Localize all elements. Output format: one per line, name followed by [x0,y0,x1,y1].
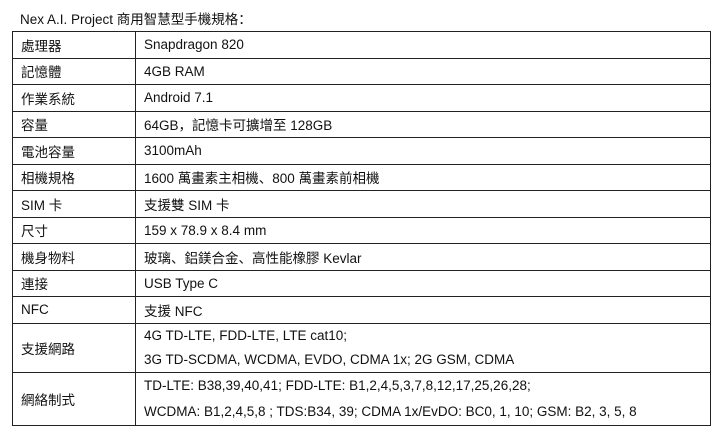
spec-label: 電池容量 [12,137,136,165]
spec-label: SIM 卡 [12,190,136,218]
spec-label: 記憶體 [12,57,136,85]
spec-label: 尺寸 [12,216,136,244]
spec-value: TD-LTE: B38,39,40,41; FDD-LTE: B1,2,4,5,… [135,371,711,426]
spec-value-line: 64GB，記憶卡可擴增至 128GB [144,118,333,134]
spec-row: 作業系統 Android 7.1 [12,84,711,112]
spec-row: 機身物料 玻璃、鋁鎂合金、高性能橡膠 Kevlar [12,243,711,271]
spec-value-line: Snapdragon 820 [144,37,244,53]
spec-value: 支援 NFC [135,296,711,324]
spec-row: 連接 USB Type C [12,269,711,297]
spec-value: Android 7.1 [135,84,711,112]
spec-label: 支援網路 [12,322,136,373]
spec-value: 64GB，記憶卡可擴增至 128GB [135,110,711,138]
spec-label: 作業系統 [12,84,136,112]
spec-table: 處理器 Snapdragon 820 記憶體 4GB RAM 作業系統 Android 7… [12,31,711,426]
spec-value-line: 1600 萬畫素主相機、800 萬畫素前相機 [144,171,380,187]
spec-value-line: Android 7.1 [144,90,214,106]
spec-value: 玻璃、鋁鎂合金、高性能橡膠 Kevlar [135,243,711,271]
spec-value: 4G TD-LTE, FDD-LTE, LTE cat10; 3G TD-SCDM… [135,322,711,373]
spec-label: 容量 [12,110,136,138]
spec-label: 連接 [12,269,136,297]
spec-value-line: 支援雙 SIM 卡 [144,197,230,213]
spec-row: 尺寸 159 x 78.9 x 8.4 mm [12,216,711,244]
spec-label: 機身物料 [12,243,136,271]
spec-value-line: 玻璃、鋁鎂合金、高性能橡膠 Kevlar [144,250,362,266]
spec-row: SIM 卡支援雙 SIM 卡 [12,190,711,218]
spec-value-line: 4GB RAM [144,63,205,79]
spec-row: 支援網路 4G TD-LTE, FDD-LTE, LTE cat10; 3G TD-… [12,322,711,373]
spec-value: 1600 萬畫素主相機、800 萬畫素前相機 [135,163,711,191]
spec-value: USB Type C [135,269,711,297]
spec-label: 處理器 [12,31,136,59]
spec-value: 3100mAh [135,137,711,165]
document-title: Nex A.I. Project 商用智慧型手機規格： [20,12,252,27]
spec-value-line: TD-LTE: B38,39,40,41; FDD-LTE: B1,2,4,5,… [144,377,531,393]
spec-row: 處理器 Snapdragon 820 [12,31,711,59]
spec-row: 相機規格 1600 萬畫素主相機、800 萬畫素前相機 [12,163,711,191]
spec-label: 相機規格 [12,163,136,191]
spec-value-line: 159 x 78.9 x 8.4 mm [144,222,267,238]
spec-value-line: 3G TD-SCDMA, WCDMA, EVDO, CDMA 1x; 2G GS… [144,351,515,367]
spec-value: 4GB RAM [135,57,711,85]
spec-value-line: USB Type C [144,275,219,291]
spec-value: 支援雙 SIM 卡 [135,190,711,218]
spec-row: 容量 64GB，記憶卡可擴增至 128GB [12,110,711,138]
spec-value-line: 3100mAh [144,143,202,159]
spec-value-line: 支援 NFC [144,303,203,319]
spec-value: Snapdragon 820 [135,31,711,59]
spec-row: NFC 支援 NFC [12,296,711,324]
spec-label: 網絡制式 [12,371,136,426]
spec-value: 159 x 78.9 x 8.4 mm [135,216,711,244]
spec-value-line: 4G TD-LTE, FDD-LTE, LTE cat10; [144,327,348,343]
spec-row: 電池容量 3100mAh [12,137,711,165]
spec-row: 網絡制式 TD-LTE: B38,39,40,41; FDD-LTE: B1,2,… [12,371,711,426]
spec-row: 記憶體 4GB RAM [12,57,711,85]
spec-label: NFC [12,296,136,324]
spec-value-line: WCDMA: B1,2,4,5,8 ; TDS:B34, 39; CDMA 1x… [144,403,637,419]
